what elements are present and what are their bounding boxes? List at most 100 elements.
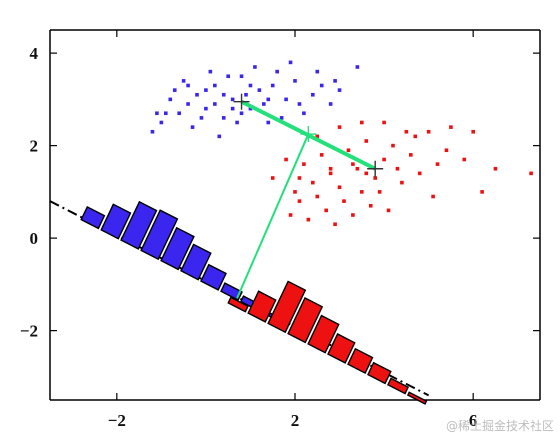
blue-point — [150, 129, 155, 134]
blue-point — [270, 83, 275, 88]
red-point — [400, 180, 404, 185]
blue-point — [266, 97, 271, 102]
red-point — [409, 153, 413, 157]
blue-point — [230, 106, 235, 111]
red-point — [373, 176, 377, 180]
blue-point — [337, 88, 342, 92]
histogram-blue-bar — [100, 203, 132, 240]
blue-point — [181, 79, 186, 83]
blue-point — [186, 102, 190, 106]
red-point — [364, 139, 369, 143]
red-point — [413, 134, 418, 139]
blue-point — [355, 65, 360, 69]
blue-point — [302, 111, 306, 116]
red-point — [417, 171, 422, 176]
red-point — [426, 129, 431, 134]
red-point — [435, 162, 440, 166]
blue-point — [217, 134, 222, 139]
scatter-blue — [150, 60, 360, 139]
red-point — [355, 166, 360, 171]
y-tick-label: 4 — [30, 44, 39, 63]
red-point — [288, 213, 293, 217]
blue-point — [333, 79, 337, 83]
histogram-red-bar — [267, 280, 307, 334]
blue-point — [213, 102, 217, 106]
blue-point — [266, 120, 271, 125]
red-point — [431, 194, 435, 199]
histogram-red-bar — [227, 296, 249, 313]
blue-point — [199, 116, 204, 120]
red-point — [342, 199, 346, 203]
blue-point — [239, 111, 244, 116]
blue-point — [257, 88, 262, 92]
red-point — [306, 217, 311, 222]
red-point — [360, 120, 364, 125]
projection-direction-line — [236, 133, 310, 299]
red-point — [311, 180, 315, 185]
red-point — [368, 203, 373, 208]
blue-point — [204, 88, 208, 92]
x-axis-ticks: −2 2 6 — [108, 30, 477, 430]
histogram-blue-bar — [180, 243, 212, 281]
blue-point — [297, 102, 302, 106]
red-point — [315, 134, 320, 139]
red-point — [462, 157, 467, 162]
histogram-red-bar — [287, 297, 324, 344]
histogram-red-bar — [386, 377, 410, 395]
blue-point — [244, 92, 248, 97]
red-point — [284, 157, 288, 162]
blue-point — [226, 74, 230, 79]
blue-point — [164, 111, 168, 116]
blue-point — [168, 97, 173, 102]
red-point — [293, 190, 297, 194]
red-point — [324, 208, 328, 213]
red-point — [364, 171, 369, 176]
x-tick-label: −2 — [108, 411, 126, 430]
red-point — [404, 129, 409, 134]
red-point — [493, 166, 498, 171]
red-point — [337, 185, 342, 190]
red-point — [346, 148, 351, 153]
y-tick-label: 0 — [30, 229, 39, 248]
red-point — [449, 125, 453, 129]
blue-point — [315, 69, 320, 74]
y-tick-label: −2 — [20, 322, 38, 341]
histogram-red-bar — [247, 290, 277, 323]
histogram-blue-bar — [120, 200, 158, 250]
blue-point — [159, 120, 164, 125]
red-point — [377, 190, 382, 194]
red-point — [351, 213, 355, 217]
blue-point — [208, 69, 213, 74]
watermark: @稀土掘金技术社区 — [445, 419, 554, 433]
red-point — [337, 125, 342, 129]
y-axis-ticks: 4 2 0 −2 — [20, 44, 540, 341]
red-point — [471, 129, 475, 134]
red-point — [297, 199, 302, 203]
histogram-red-bar — [307, 314, 340, 354]
blue-point — [195, 92, 199, 97]
blue-point — [328, 102, 333, 106]
red-point — [302, 162, 306, 166]
blue-point — [293, 79, 297, 83]
blue-point — [284, 97, 288, 102]
blue-point — [186, 83, 190, 88]
red-point — [351, 162, 355, 166]
blue-point — [319, 83, 324, 88]
histogram-blue-bar — [200, 263, 227, 291]
blue-point — [248, 106, 253, 111]
scatter-red — [270, 120, 533, 227]
y-tick-label: 2 — [30, 137, 39, 156]
histogram-blue-bar — [160, 226, 195, 271]
histogram-blue-bar — [220, 282, 243, 302]
blue-point — [155, 111, 159, 116]
red-point — [395, 166, 400, 171]
blue-point — [221, 92, 226, 97]
blue-point — [239, 74, 244, 79]
blue-point — [204, 106, 208, 111]
red-point — [297, 176, 302, 180]
blue-point — [275, 69, 279, 74]
histogram-red-bar — [327, 333, 356, 364]
blue-point — [311, 92, 315, 97]
red-point — [386, 208, 391, 213]
blue-point — [230, 97, 235, 102]
